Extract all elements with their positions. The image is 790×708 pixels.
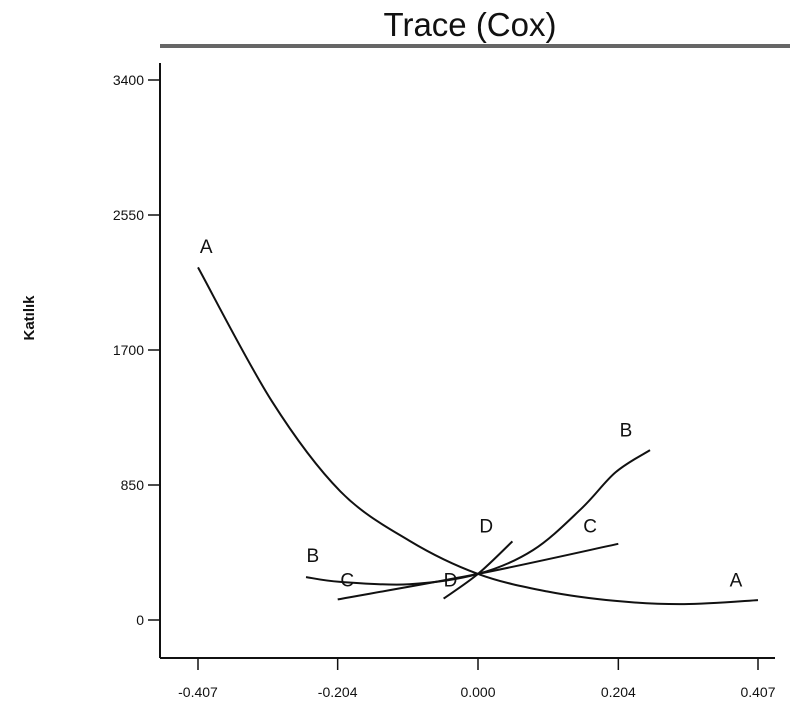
series-label-a: A (200, 237, 213, 258)
y-tick-label: 3400 (113, 72, 144, 88)
series-label-b: B (620, 421, 633, 442)
y-ticks: 0 850 1700 2550 3400 (113, 72, 160, 628)
y-tick-label: 0 (136, 612, 144, 628)
series-label-c: C (583, 517, 597, 538)
y-axis-label: Katılık (21, 295, 38, 341)
x-tick-label: 0.204 (601, 684, 636, 700)
series-label-d: D (444, 571, 458, 592)
series-line-d (443, 540, 514, 600)
x-ticks: -0.407 -0.204 0.000 0.204 0.407 (178, 658, 776, 700)
series-line-a (197, 266, 759, 606)
series-line-c (337, 542, 619, 601)
y-tick-label: 2550 (113, 207, 144, 223)
chart-title: Trace (Cox) (384, 6, 557, 43)
series-line-b (305, 449, 651, 586)
series-label-b: B (307, 546, 320, 567)
x-tick-label: 0.000 (460, 684, 495, 700)
y-tick-label: 1700 (113, 342, 144, 358)
x-tick-label: 0.407 (740, 684, 775, 700)
x-tick-label: -0.204 (318, 684, 358, 700)
y-tick-label: 850 (121, 477, 145, 493)
series-label-c: C (340, 571, 354, 592)
x-tick-label: -0.407 (178, 684, 218, 700)
series-label-a: A (730, 571, 743, 592)
series-label-d: D (479, 517, 493, 538)
